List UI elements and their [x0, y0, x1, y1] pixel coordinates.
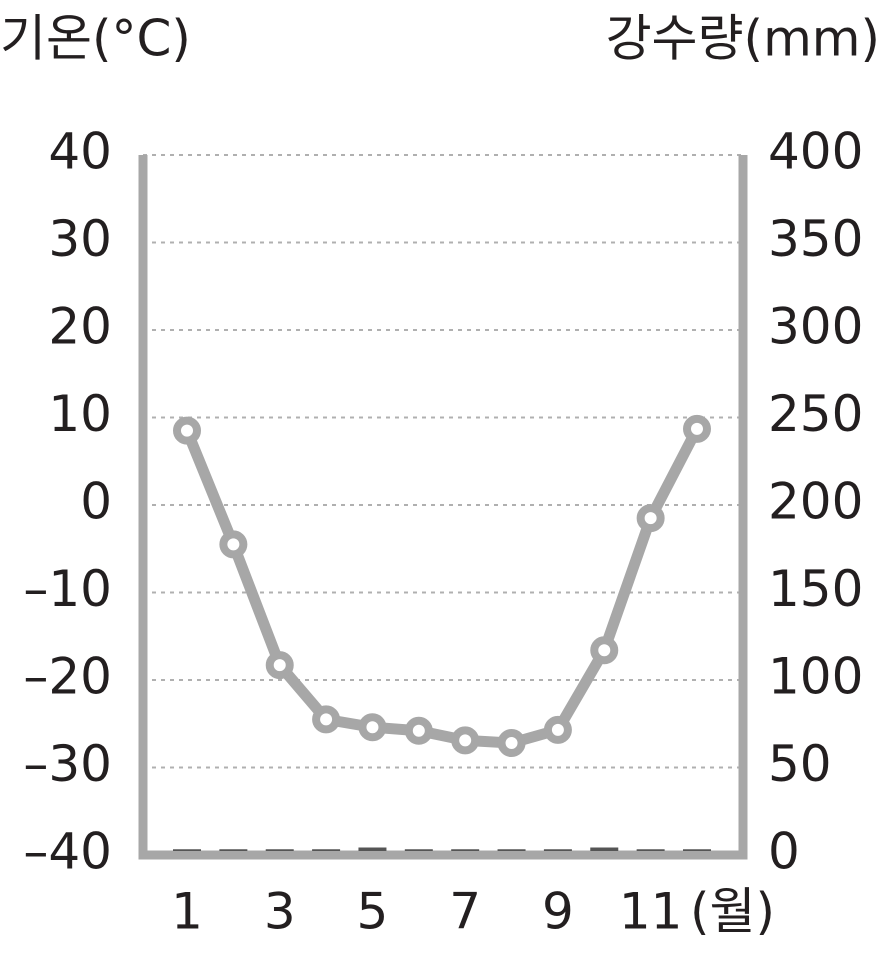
y2-tick-label: 350: [768, 210, 863, 268]
x-tick-label: 3: [264, 883, 296, 941]
x-axis-unit: (월): [690, 883, 775, 941]
x-tick-label: 9: [542, 883, 574, 941]
x-tick-label: 7: [449, 883, 481, 941]
y2-tick-label: 100: [768, 648, 863, 706]
y-tick-label: 0: [80, 473, 112, 531]
y2-tick-label: 300: [768, 298, 863, 356]
y-axis-title: 기온(°C): [0, 10, 191, 68]
point: [404, 716, 433, 745]
y-tick-label: 20: [48, 298, 112, 356]
y2-tick-label: 200: [768, 473, 863, 531]
bar: [451, 849, 480, 851]
bar: [173, 849, 201, 851]
y-tick-label: –30: [23, 735, 112, 793]
bar: [590, 847, 619, 851]
y2-tick-label: 150: [768, 560, 863, 618]
y-tick-label: 30: [48, 210, 112, 268]
bar: [312, 849, 341, 851]
bar: [358, 847, 387, 851]
point: [358, 713, 387, 742]
y-tick-label: 10: [48, 385, 112, 443]
line: [181, 426, 702, 749]
point: [543, 715, 572, 744]
point: [683, 414, 711, 443]
y2-tick-label: 250: [768, 385, 863, 443]
y-tick-label: 40: [48, 123, 112, 181]
point: [636, 504, 665, 533]
point: [312, 705, 341, 734]
point: [451, 726, 480, 755]
y-tick-label: –20: [23, 648, 112, 706]
y-tick-label: –10: [23, 560, 112, 618]
axis-frame: [138, 155, 748, 860]
bar: [265, 849, 294, 851]
point: [265, 651, 294, 680]
point: [497, 729, 526, 757]
bar: [219, 849, 248, 851]
y2-axis-title: 강수량(mm): [606, 10, 880, 68]
y2-tick-label: 400: [768, 123, 863, 181]
x-tick-label: 11: [619, 883, 683, 941]
point: [173, 416, 201, 445]
x-tick-label: 1: [171, 883, 203, 941]
point: [590, 636, 619, 665]
bar: [543, 849, 572, 851]
bar: [404, 849, 433, 851]
y2-tick-label: 50: [768, 735, 832, 793]
bar: [636, 849, 665, 851]
bar: [497, 849, 526, 851]
bar: [683, 849, 711, 851]
y2-tick-label: 0: [768, 823, 800, 881]
y-tick-label: –40: [23, 823, 112, 881]
point: [219, 530, 248, 559]
x-tick-label: 5: [357, 883, 389, 941]
